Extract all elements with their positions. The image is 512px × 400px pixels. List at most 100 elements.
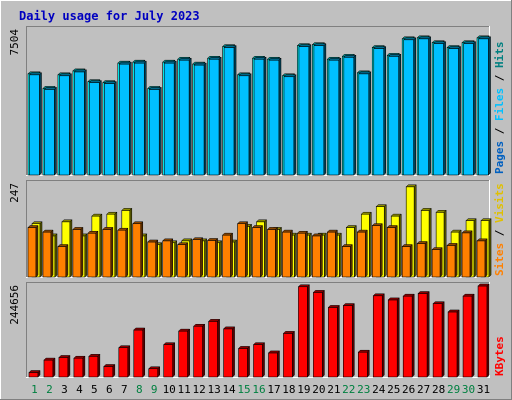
- x-tick-label-day-10: 10: [163, 383, 176, 396]
- bar-sites-day-26-side: [409, 243, 413, 278]
- bar-files-day-29-face: [448, 48, 459, 176]
- bar-sites-day-21: [326, 229, 338, 278]
- bar-files-day-4-face: [74, 71, 85, 176]
- bar-files-day-5-side: [99, 79, 102, 176]
- bar-files-day-28: [433, 41, 447, 176]
- bar-files-day-6: [103, 80, 117, 176]
- bar-sites-day-13-face: [207, 240, 216, 278]
- bar-kbytes-day-1: [28, 369, 41, 378]
- x-tick-label-day-11: 11: [178, 383, 191, 396]
- bar-kbytes-day-30-side: [471, 293, 475, 378]
- x-tick-label-day-24: 24: [372, 383, 386, 396]
- bar-kbytes-day-16-side: [262, 342, 265, 378]
- bar-kbytes-day-11-face: [178, 330, 188, 378]
- bar-kbytes-day-19: [297, 284, 311, 378]
- ymax-label-visits-sites: 247: [8, 183, 21, 203]
- bar-visits-day-12-side: [204, 238, 207, 278]
- bar-files-day-3-side: [69, 73, 72, 176]
- bar-sites-day-5-side: [95, 230, 99, 278]
- bar-kbytes-day-29: [447, 309, 460, 378]
- x-tick-label-day-6: 6: [106, 383, 113, 396]
- bar-kbytes-day-4-side: [82, 355, 86, 378]
- bar-sites-day-27: [416, 240, 428, 278]
- bar-kbytes-day-17-face: [268, 352, 278, 378]
- bar-files-day-11-side: [188, 57, 192, 176]
- bar-sites-day-8-side: [140, 221, 144, 278]
- bar-sites-day-5: [87, 230, 99, 278]
- bar-sites-day-12-face: [192, 239, 201, 278]
- bar-kbytes-day-17-side: [277, 350, 280, 378]
- bar-sites-day-9-face: [147, 241, 157, 278]
- bar-kbytes-day-9-side: [157, 366, 160, 378]
- bar-files-day-22-face: [343, 56, 355, 176]
- bar-sites-day-13-side: [215, 237, 218, 278]
- bar-sites-day-18-side: [290, 229, 293, 278]
- bar-sites-day-20: [311, 233, 323, 278]
- bar-files-day-20-face: [313, 45, 325, 176]
- bar-sites-day-4-face: [72, 229, 82, 278]
- bar-sites-day-11-side: [185, 242, 188, 278]
- bar-sites-day-3-side: [65, 243, 69, 278]
- bar-files-day-21-side: [338, 57, 342, 176]
- bar-visits-day-5-side: [99, 213, 103, 278]
- bar-visits-day-6-side: [114, 211, 118, 278]
- bar-visits-day-28: [435, 209, 447, 278]
- bar-kbytes-day-10-face: [163, 344, 174, 378]
- bar-files-day-20: [313, 43, 327, 176]
- bar-files-day-30-face: [463, 43, 474, 176]
- bar-visits-day-22-side: [354, 224, 357, 278]
- legend-pages-files-hits-entry-hits: Hits: [493, 42, 506, 69]
- bar-visits-day-8-side: [144, 233, 148, 278]
- bar-visits-day-1-side: [39, 221, 43, 278]
- bar-sites-day-24-face: [371, 225, 381, 278]
- bar-files-day-15: [238, 73, 252, 176]
- bar-kbytes-day-7-side: [127, 345, 131, 378]
- bar-files-day-2: [43, 86, 58, 176]
- bar-visits-day-26: [405, 184, 417, 278]
- legend-pages-files-hits-entry-files: Files: [493, 88, 506, 121]
- bar-visits-day-25-side: [398, 213, 402, 278]
- bar-files-day-27-side: [428, 36, 431, 176]
- bar-files-day-7-face: [119, 63, 130, 176]
- bar-kbytes-day-10-side: [172, 342, 175, 378]
- bar-sites-day-27-face: [416, 243, 426, 278]
- bar-kbytes-day-20-side: [322, 289, 325, 378]
- x-tick-label-day-3: 3: [61, 383, 68, 396]
- bar-kbytes-day-27-face: [417, 293, 428, 378]
- bar-sites-day-27-side: [424, 240, 428, 278]
- bar-files-day-7: [118, 61, 132, 176]
- bar-kbytes-day-25-face: [387, 299, 398, 378]
- bar-sites-day-29-face: [446, 245, 456, 278]
- bar-kbytes-day-3-side: [67, 354, 71, 378]
- bar-files-day-8-face: [133, 62, 145, 176]
- x-tick-label-day-23: 23: [357, 383, 370, 396]
- bar-files-day-13-face: [208, 58, 220, 176]
- bar-files-day-2-face: [44, 89, 55, 176]
- x-tick-label-day-17: 17: [267, 383, 280, 396]
- bar-kbytes-day-13: [208, 318, 221, 378]
- bar-sites-day-30-face: [461, 232, 471, 278]
- bar-files-day-5: [88, 79, 102, 176]
- bar-sites-day-31: [476, 238, 488, 278]
- bar-files-day-12: [193, 62, 207, 176]
- bar-sites-day-1-face: [27, 227, 37, 278]
- bar-kbytes-day-22: [342, 302, 355, 378]
- bar-kbytes-day-24-side: [382, 293, 385, 378]
- bar-sites-day-24: [371, 223, 383, 278]
- bar-files-day-23-face: [358, 73, 370, 176]
- bar-files-day-3-face: [59, 75, 70, 176]
- x-tick-label-day-8: 8: [136, 383, 143, 396]
- bar-sites-day-28: [431, 246, 443, 278]
- bar-kbytes-day-2: [43, 357, 56, 378]
- bar-kbytes-day-4: [73, 355, 86, 378]
- x-tick-label-day-28: 28: [432, 383, 445, 396]
- bar-kbytes-day-28-side: [441, 301, 445, 378]
- bar-kbytes-day-9-face: [148, 368, 159, 378]
- bar-files-day-19: [298, 43, 312, 176]
- bar-sites-day-26-face: [401, 246, 411, 278]
- bar-files-day-29-side: [458, 45, 461, 176]
- bar-files-day-26: [403, 37, 417, 176]
- bar-sites-day-12-side: [200, 237, 203, 278]
- bar-sites-day-29-side: [454, 242, 458, 278]
- bar-kbytes-day-26: [402, 293, 415, 378]
